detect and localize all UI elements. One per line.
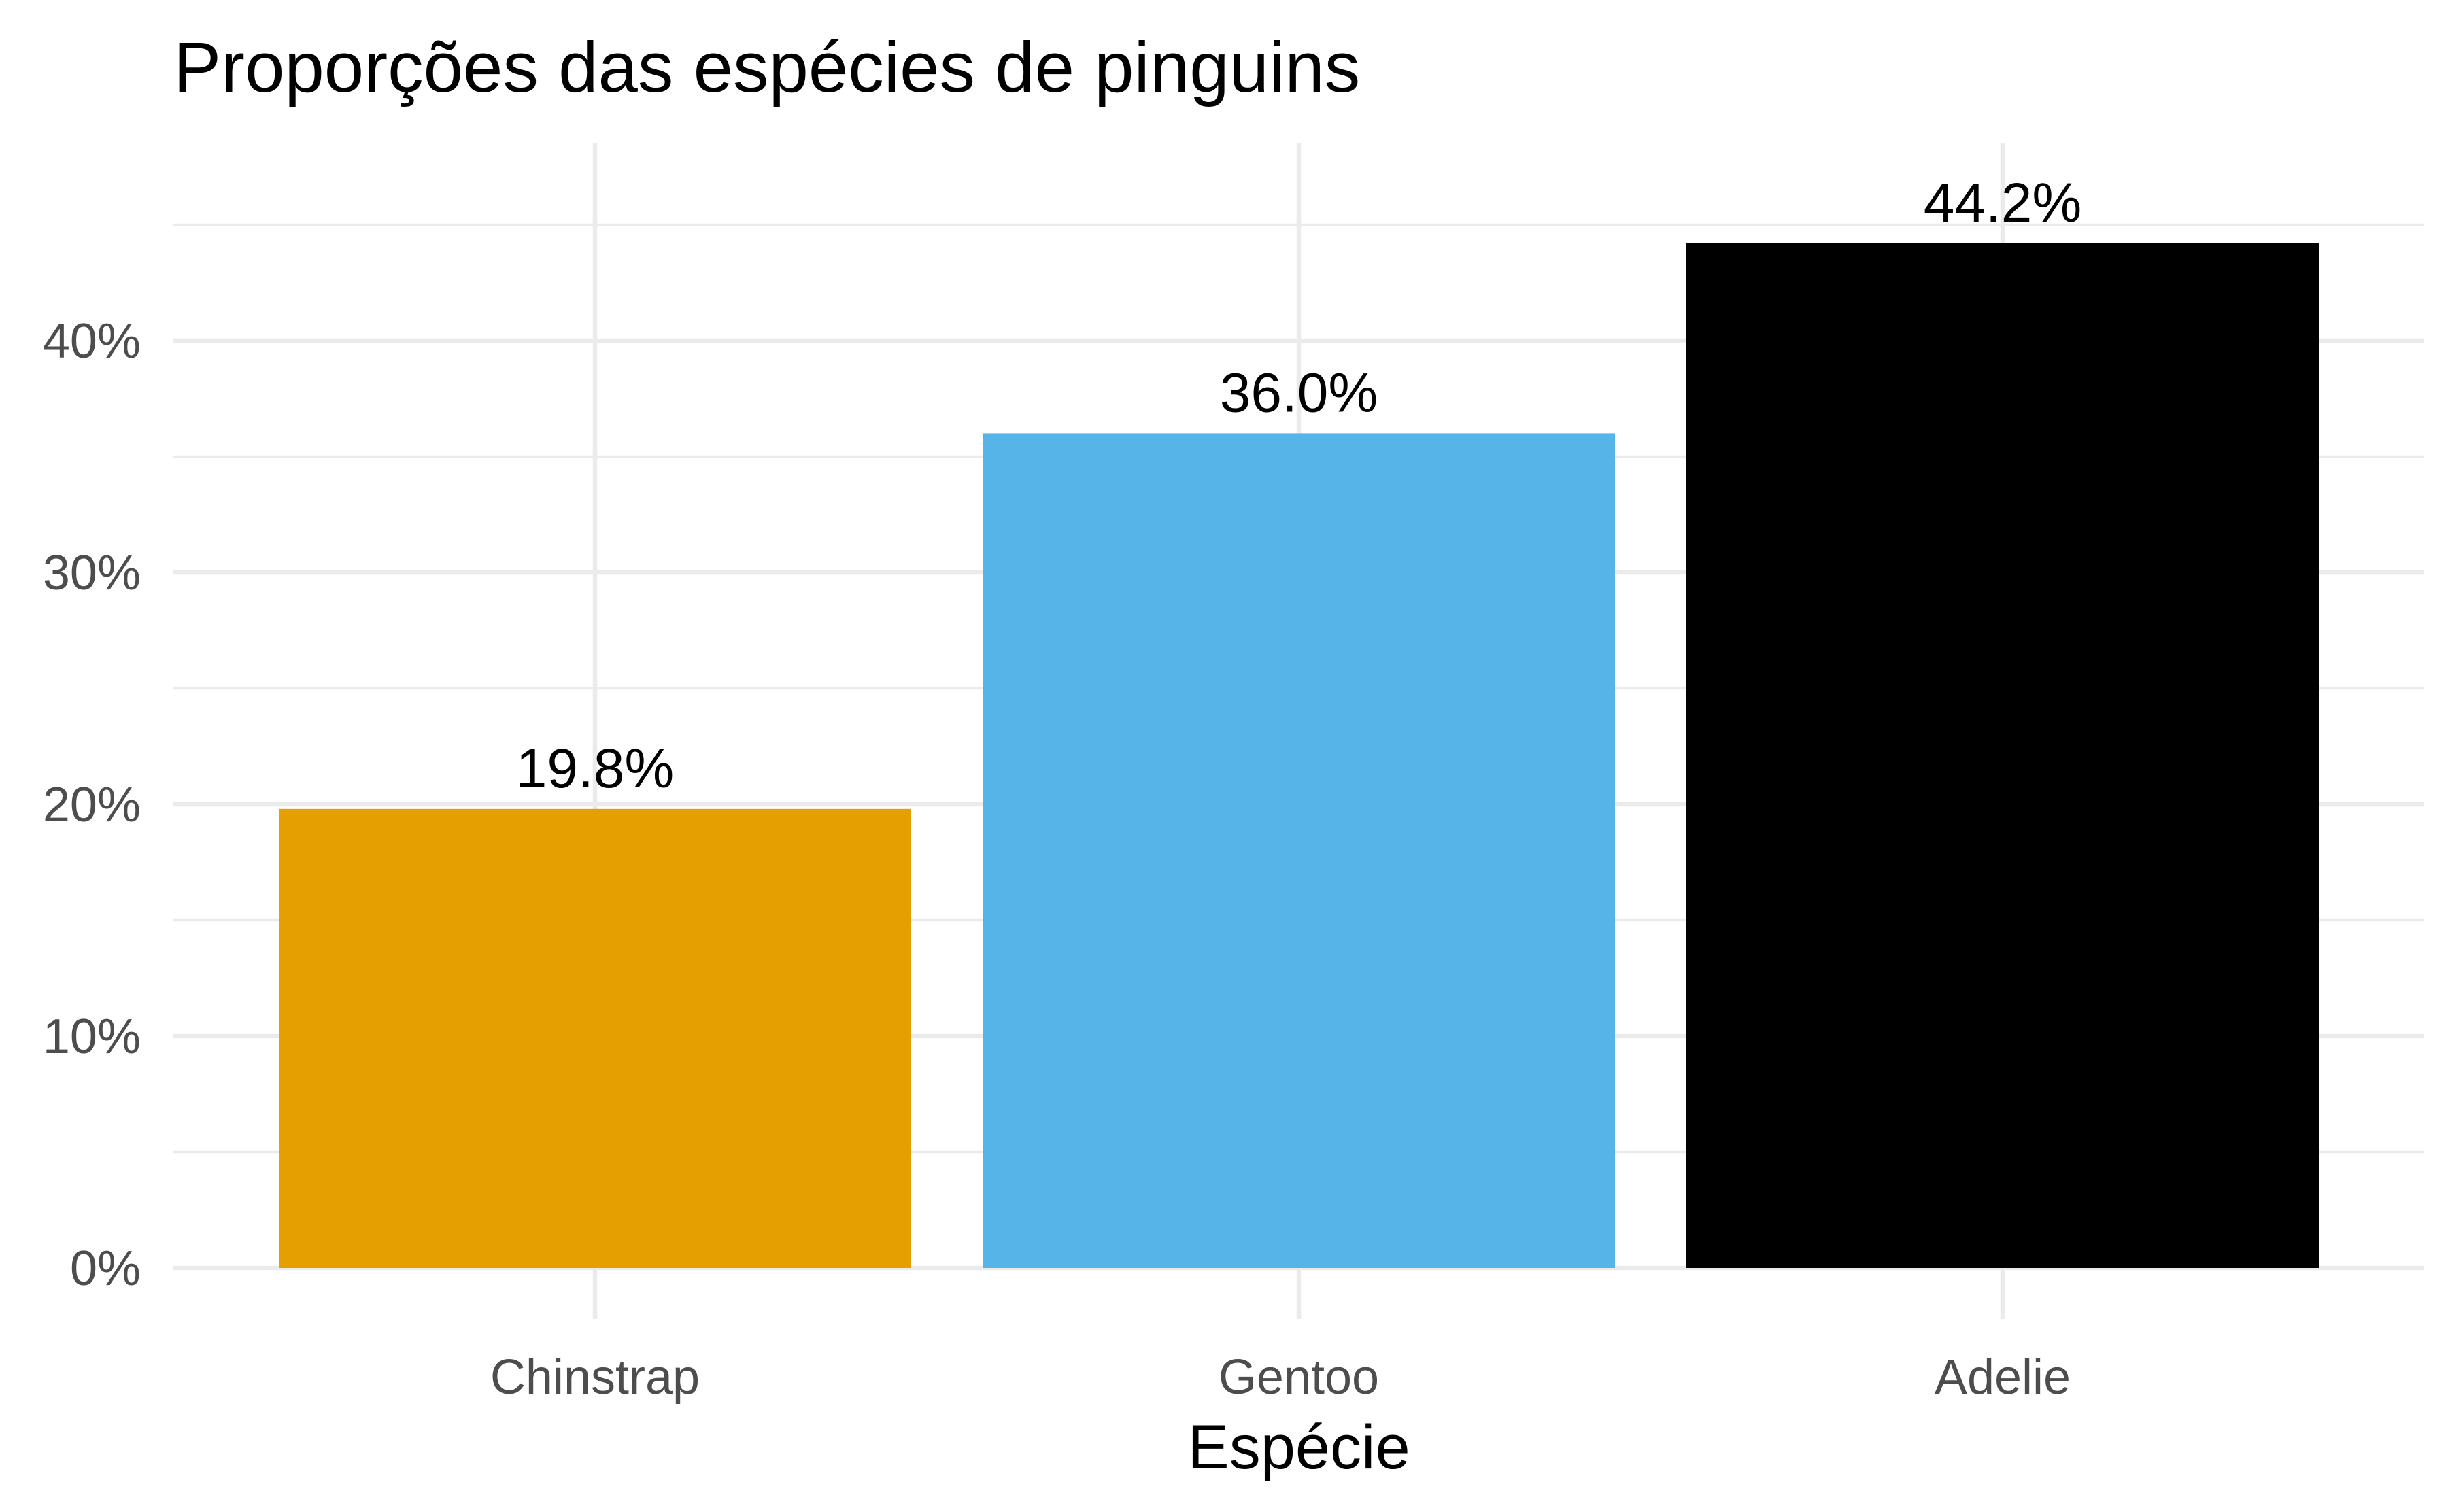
data-label-gentoo: 36.0% (1220, 362, 1378, 424)
x-tick-label-adelie: Adelie (1935, 1350, 2071, 1405)
data-label-chinstrap: 19.8% (516, 738, 675, 800)
bar-chinstrap (279, 808, 911, 1268)
x-tick-label-gentoo: Gentoo (1219, 1350, 1379, 1405)
x-axis-ticks: Chinstrap Gentoo Adelie (490, 1350, 2071, 1405)
x-axis-title: Espécie (1187, 1413, 1410, 1482)
y-axis-ticks: 0% 10% 20% 30% 40% (43, 314, 141, 1296)
data-labels: 19.8% 36.0% 44.2% (516, 172, 2082, 800)
y-tick-label: 30% (43, 546, 141, 600)
chart-title: Proporções das espécies de pinguins (173, 28, 1360, 107)
y-tick-label: 0% (70, 1241, 141, 1296)
bar-adelie (1686, 243, 2319, 1268)
y-tick-label: 20% (43, 778, 141, 832)
y-tick-label: 10% (43, 1010, 141, 1064)
x-tick-label-chinstrap: Chinstrap (490, 1350, 700, 1405)
y-tick-label: 40% (43, 314, 141, 368)
bars (279, 243, 2319, 1268)
bar-gentoo (983, 433, 1615, 1268)
data-label-adelie: 44.2% (1924, 172, 2082, 234)
